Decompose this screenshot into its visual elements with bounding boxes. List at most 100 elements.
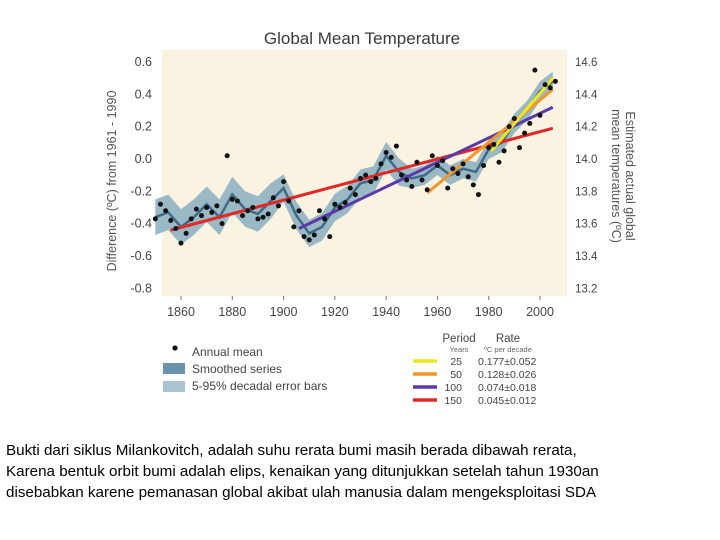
legend-period-years: 100: [444, 382, 462, 394]
annual-mean-point: [342, 200, 348, 206]
annual-mean-point: [542, 82, 548, 88]
annual-mean-point: [522, 130, 528, 136]
annual-mean-point: [301, 234, 307, 240]
temperature-chart: Global Mean Temperature 1860 1880 1900 1920…: [105, 29, 637, 407]
annual-mean-point: [434, 162, 440, 168]
annual-mean-point: [450, 166, 456, 172]
legend-rate-value: 0.128±0.026: [478, 369, 536, 381]
annual-mean-point: [291, 224, 297, 230]
annual-mean-point: [157, 201, 163, 207]
trend-line-25: [490, 77, 554, 152]
annual-mean-point: [429, 153, 435, 159]
annual-mean-point: [255, 216, 261, 222]
legend-period-years: 25: [450, 356, 462, 368]
y-tick-label: -0.4: [130, 217, 152, 231]
annual-mean-point: [322, 216, 328, 222]
annual-mean-point: [275, 203, 281, 209]
error-band: [155, 71, 553, 248]
annual-mean-point: [250, 205, 256, 210]
legend-rate-value: 0.074±0.018: [478, 382, 536, 394]
annual-mean-point: [532, 67, 538, 73]
annual-mean-point: [193, 206, 199, 212]
legend-period-header: Period: [442, 333, 475, 345]
x-tick-label: 2000: [526, 305, 554, 319]
annual-mean-point: [240, 213, 246, 219]
annual-mean-point: [465, 174, 471, 180]
caption: Bukti dari siklus Milankovitch, adalah s…: [6, 440, 718, 503]
legend-period-years: 50: [450, 369, 462, 381]
annual-mean-point: [547, 85, 553, 91]
y-tick-label: 0.2: [135, 120, 152, 134]
annual-mean-point: [475, 192, 481, 198]
annual-mean-point: [527, 120, 533, 126]
x-tick-label: 1940: [372, 305, 400, 319]
annual-mean-point: [440, 158, 446, 164]
legend-annual-mean: Annual mean: [192, 345, 263, 359]
annual-mean-point: [470, 182, 476, 188]
annual-mean-point: [209, 209, 215, 215]
annual-mean-point: [347, 185, 353, 191]
annual-mean-point: [229, 196, 235, 202]
annual-mean-point: [486, 145, 492, 151]
legend-period-sub: Years: [450, 345, 469, 354]
y-axis-label: Difference (ºC) from 1961 - 1990: [105, 91, 119, 272]
annual-mean-point: [537, 112, 543, 118]
annual-mean-point: [332, 201, 338, 207]
annual-mean-point: [204, 205, 210, 210]
y-tick-right-label: 14.0: [575, 154, 597, 166]
annual-mean-point: [511, 116, 517, 122]
annual-mean-point: [183, 230, 189, 236]
caption-line-1: Bukti dari siklus Milankovitch, adalah s…: [6, 442, 577, 459]
legend-left: Annual mean Smoothed series 5-95% decada…: [163, 345, 327, 393]
annual-mean-point: [188, 216, 194, 222]
smoothed-series-line: [154, 80, 554, 235]
legend-errorbars: 5-95% decadal error bars: [192, 379, 327, 393]
y-tick-right-label: 14.6: [575, 57, 597, 69]
annual-mean-point: [460, 161, 466, 167]
y-tick-label: -0.8: [130, 281, 152, 295]
x-tick-label: 1860: [167, 305, 195, 319]
legend-rate-value: 0.045±0.012: [478, 395, 536, 407]
annual-mean-point: [399, 172, 405, 178]
annual-mean-point: [337, 205, 343, 210]
annual-mean-point: [368, 179, 374, 185]
y-tick-right-label: 14.4: [575, 89, 598, 101]
annual-mean-point: [373, 175, 379, 181]
x-tick-label: 1980: [475, 305, 503, 319]
trend-line-50: [426, 88, 554, 195]
annual-mean-point: [219, 221, 225, 227]
annual-mean-point: [296, 208, 302, 214]
annual-mean-point: [506, 124, 512, 130]
legend-rate-header: Rate: [496, 333, 520, 345]
annual-mean-point: [199, 213, 205, 219]
annual-mean-point: [393, 143, 399, 149]
legend-period-years: 150: [444, 395, 462, 407]
y-tick-label: -0.6: [130, 249, 152, 263]
x-tick-label: 1960: [424, 305, 452, 319]
annual-mean-point: [316, 208, 322, 214]
annual-mean-point: [163, 208, 169, 214]
annual-mean-point: [363, 172, 369, 178]
annual-mean-point: [311, 232, 317, 238]
legend-rate-sub: ºC per decade: [484, 345, 532, 354]
annual-mean-point: [214, 203, 220, 209]
legend-smoothed: Smoothed series: [192, 362, 282, 376]
annual-mean-point: [224, 153, 230, 159]
x-tick-label: 1900: [270, 305, 298, 319]
annual-mean-point: [260, 214, 266, 220]
y-tick-right-label: 14.2: [575, 122, 597, 134]
legend-dot-icon: [172, 345, 178, 351]
x-tick-label: 1880: [218, 305, 246, 319]
y-axis-right-label-line2: mean temperatures (ºC): [609, 109, 623, 243]
y-tick-label: 0.4: [135, 87, 152, 101]
chart-title: Global Mean Temperature: [264, 29, 460, 48]
y-tick-right-label: 13.2: [575, 283, 597, 295]
annual-mean-point: [481, 162, 487, 168]
annual-mean-point: [265, 211, 271, 217]
y-tick-label: 0.0: [135, 152, 152, 166]
annual-mean-point: [496, 159, 502, 165]
annual-mean-point: [424, 187, 430, 193]
annual-mean-point: [501, 148, 507, 154]
annual-mean-point: [358, 175, 363, 181]
annual-mean-point: [378, 161, 384, 167]
